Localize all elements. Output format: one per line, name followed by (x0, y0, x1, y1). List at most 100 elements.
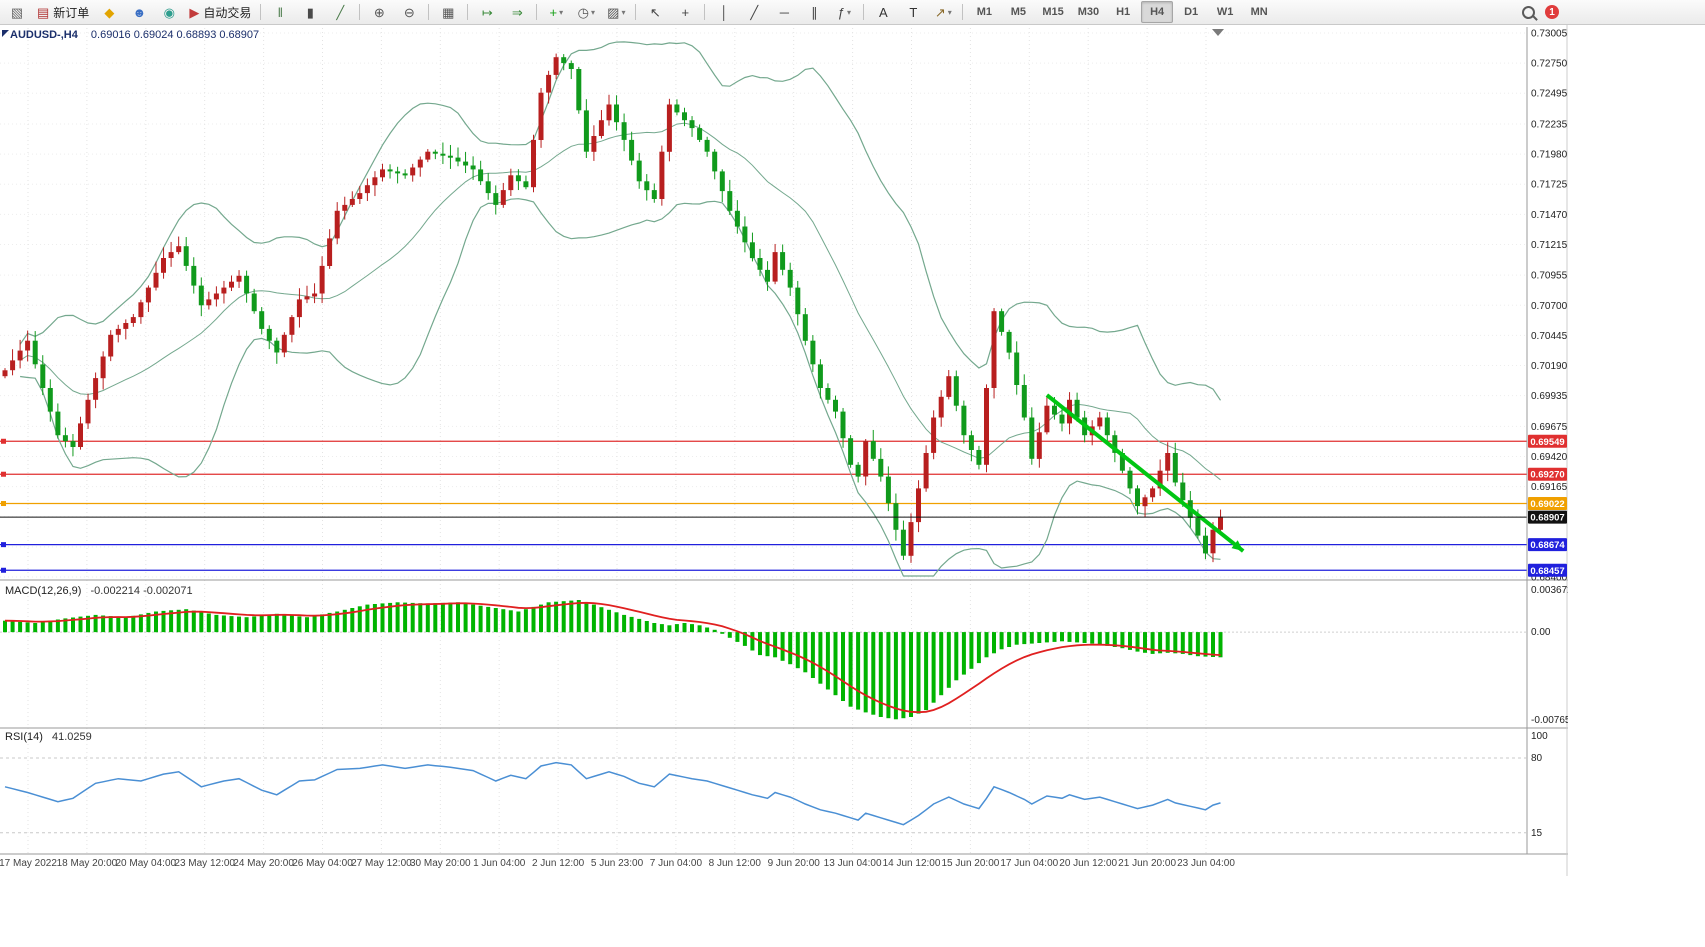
svg-text:100: 100 (1531, 731, 1548, 742)
chart-window-icon[interactable]: ▧ (3, 1, 31, 23)
svg-text:14 Jun 12:00: 14 Jun 12:00 (883, 858, 941, 869)
toolbar-separator (635, 4, 637, 20)
line-chart-icon[interactable]: ╱ (326, 1, 354, 23)
accounts-icon: ☻ (132, 4, 147, 20)
timeframe-w1-button[interactable]: W1 (1216, 6, 1234, 18)
channel-icon[interactable]: ∥ (800, 1, 828, 23)
timeframe-m5-button[interactable]: M5 (1010, 6, 1026, 18)
svg-text:0.69022: 0.69022 (1530, 499, 1564, 510)
timeframe-h1-button[interactable]: H1 (1116, 6, 1131, 18)
svg-text:0.69270: 0.69270 (1530, 470, 1564, 481)
timeframe-h4-button[interactable]: H4 (1141, 1, 1174, 23)
new-order-button[interactable]: ▤ 新订单 (33, 1, 93, 23)
svg-text:0.70955: 0.70955 (1531, 271, 1568, 282)
timeframe-m15-button[interactable]: M15 (1042, 6, 1064, 18)
tile-windows-icon[interactable]: ▦ (434, 1, 462, 23)
svg-text:15 Jun 20:00: 15 Jun 20:00 (941, 858, 999, 869)
zoom-out-icon[interactable]: ⊖ (395, 1, 423, 23)
cursor-icon[interactable]: ↖ (641, 1, 669, 23)
chevron-down-icon: ▾ (947, 7, 952, 17)
text-icon[interactable]: A (869, 1, 897, 23)
periods-icon[interactable]: ◷ ▾ (572, 1, 600, 23)
bar-chart-icon: ‖ (277, 4, 284, 20)
timeframe-m30-button[interactable]: M30 (1077, 6, 1100, 18)
main-toolbar: ▧ ▤ 新订单 ◆ ☻ ◉ ▶ 自动交易 ‖ ▮ ╱ ⊕ ⊖ ▦ ↦ ⇒ + ▾ ◷ ▾ ▨ ▾ ↖ + │ ╱ ─ ∥ ƒ ▾ A T ↗ ▾ … (0, 0, 1705, 25)
svg-text:26 May 04:00: 26 May 04:00 (292, 858, 353, 869)
svg-text:21 Jun 20:00: 21 Jun 20:00 (1118, 858, 1176, 869)
timeframe-d1-button[interactable]: D1 (1184, 6, 1199, 18)
svg-text:0.70700: 0.70700 (1531, 301, 1568, 312)
svg-text:0.68457: 0.68457 (1530, 566, 1564, 577)
tile-windows-icon: ▦ (442, 4, 455, 20)
community-icon[interactable]: ◉ (155, 1, 183, 23)
zoom-out-icon: ⊖ (403, 4, 415, 20)
auto-scroll-icon: ↦ (481, 4, 493, 20)
autotrade-button-label: 自动交易 (203, 5, 252, 20)
autotrade-button[interactable]: ▶ 自动交易 (185, 1, 255, 23)
svg-text:0.71725: 0.71725 (1531, 180, 1568, 191)
indicators-icon[interactable]: + ▾ (542, 1, 570, 23)
candlestick-icon[interactable]: ▮ (296, 1, 324, 23)
svg-text:20 May 04:00: 20 May 04:00 (115, 858, 176, 869)
search-icon[interactable] (1522, 5, 1535, 19)
trendline-icon: ╱ (750, 4, 759, 20)
svg-text:0.69675: 0.69675 (1531, 422, 1568, 433)
svg-text:0.68400: 0.68400 (1531, 573, 1568, 584)
chart-corner-marker (2, 30, 9, 37)
vertical-line-icon: │ (720, 4, 729, 20)
toolbar-separator (536, 4, 538, 20)
arrows-icon[interactable]: ↗ ▾ (929, 1, 957, 23)
text-label-icon[interactable]: T (899, 1, 927, 23)
fibonacci-icon: ƒ (837, 4, 845, 20)
crosshair-icon[interactable]: + (671, 1, 699, 23)
trendline-icon[interactable]: ╱ (740, 1, 768, 23)
svg-text:18 May 20:00: 18 May 20:00 (57, 858, 118, 869)
zoom-in-icon[interactable]: ⊕ (365, 1, 393, 23)
templates-icon[interactable]: ▨ ▾ (602, 1, 630, 23)
svg-text:2 Jun 12:00: 2 Jun 12:00 (532, 858, 585, 869)
toolbar-right: 1 (1522, 0, 1559, 24)
toolbar-separator (359, 4, 361, 20)
timeframe-mn-button[interactable]: MN (1250, 6, 1268, 18)
auto-scroll-icon[interactable]: ↦ (473, 1, 501, 23)
svg-text:15: 15 (1531, 828, 1543, 839)
svg-text:0.71215: 0.71215 (1531, 240, 1568, 251)
chevron-down-icon: ▾ (559, 7, 564, 17)
svg-text:0.71470: 0.71470 (1531, 210, 1568, 221)
bar-chart-icon[interactable]: ‖ (266, 1, 294, 23)
horizontal-line-icon[interactable]: ─ (770, 1, 798, 23)
horizontal-line-icon: ─ (779, 4, 789, 20)
templates-icon: ▨ (607, 4, 620, 20)
notification-badge[interactable]: 1 (1545, 5, 1559, 19)
svg-text:1 Jun 04:00: 1 Jun 04:00 (473, 858, 526, 869)
svg-text:0.69549: 0.69549 (1530, 437, 1564, 448)
autotrade-button: ▶ (189, 4, 200, 20)
metaquotes-icon[interactable]: ◆ (95, 1, 123, 23)
timeframe-m1-button[interactable]: M1 (976, 6, 992, 18)
chart-shift-icon[interactable]: ⇒ (503, 1, 531, 23)
svg-text:-0.007656: -0.007656 (1531, 715, 1568, 726)
svg-text:30 May 20:00: 30 May 20:00 (410, 858, 471, 869)
svg-text:9 Jun 20:00: 9 Jun 20:00 (768, 858, 821, 869)
chevron-down-icon: ▾ (621, 7, 626, 17)
svg-text:0.00: 0.00 (1531, 627, 1551, 638)
svg-text:27 May 12:00: 27 May 12:00 (351, 858, 412, 869)
svg-text:0.69935: 0.69935 (1531, 391, 1568, 402)
toolbar-separator (704, 4, 706, 20)
svg-text:7 Jun 04:00: 7 Jun 04:00 (650, 858, 703, 869)
candlestick-icon: ▮ (306, 4, 314, 20)
svg-text:0.68674: 0.68674 (1530, 540, 1565, 551)
svg-text:0.69420: 0.69420 (1531, 452, 1568, 463)
fibonacci-icon[interactable]: ƒ ▾ (830, 1, 858, 23)
channel-icon: ∥ (811, 4, 818, 20)
accounts-icon[interactable]: ☻ (125, 1, 153, 23)
svg-text:0.72750: 0.72750 (1531, 59, 1568, 70)
svg-text:0.70445: 0.70445 (1531, 331, 1568, 342)
zoom-in-icon: ⊕ (373, 4, 385, 20)
community-icon: ◉ (163, 4, 175, 20)
new-order-button-label: 新订单 (53, 5, 90, 20)
toolbar-separator (260, 4, 262, 20)
svg-text:0.003672: 0.003672 (1531, 585, 1568, 596)
vertical-line-icon[interactable]: │ (710, 1, 738, 23)
